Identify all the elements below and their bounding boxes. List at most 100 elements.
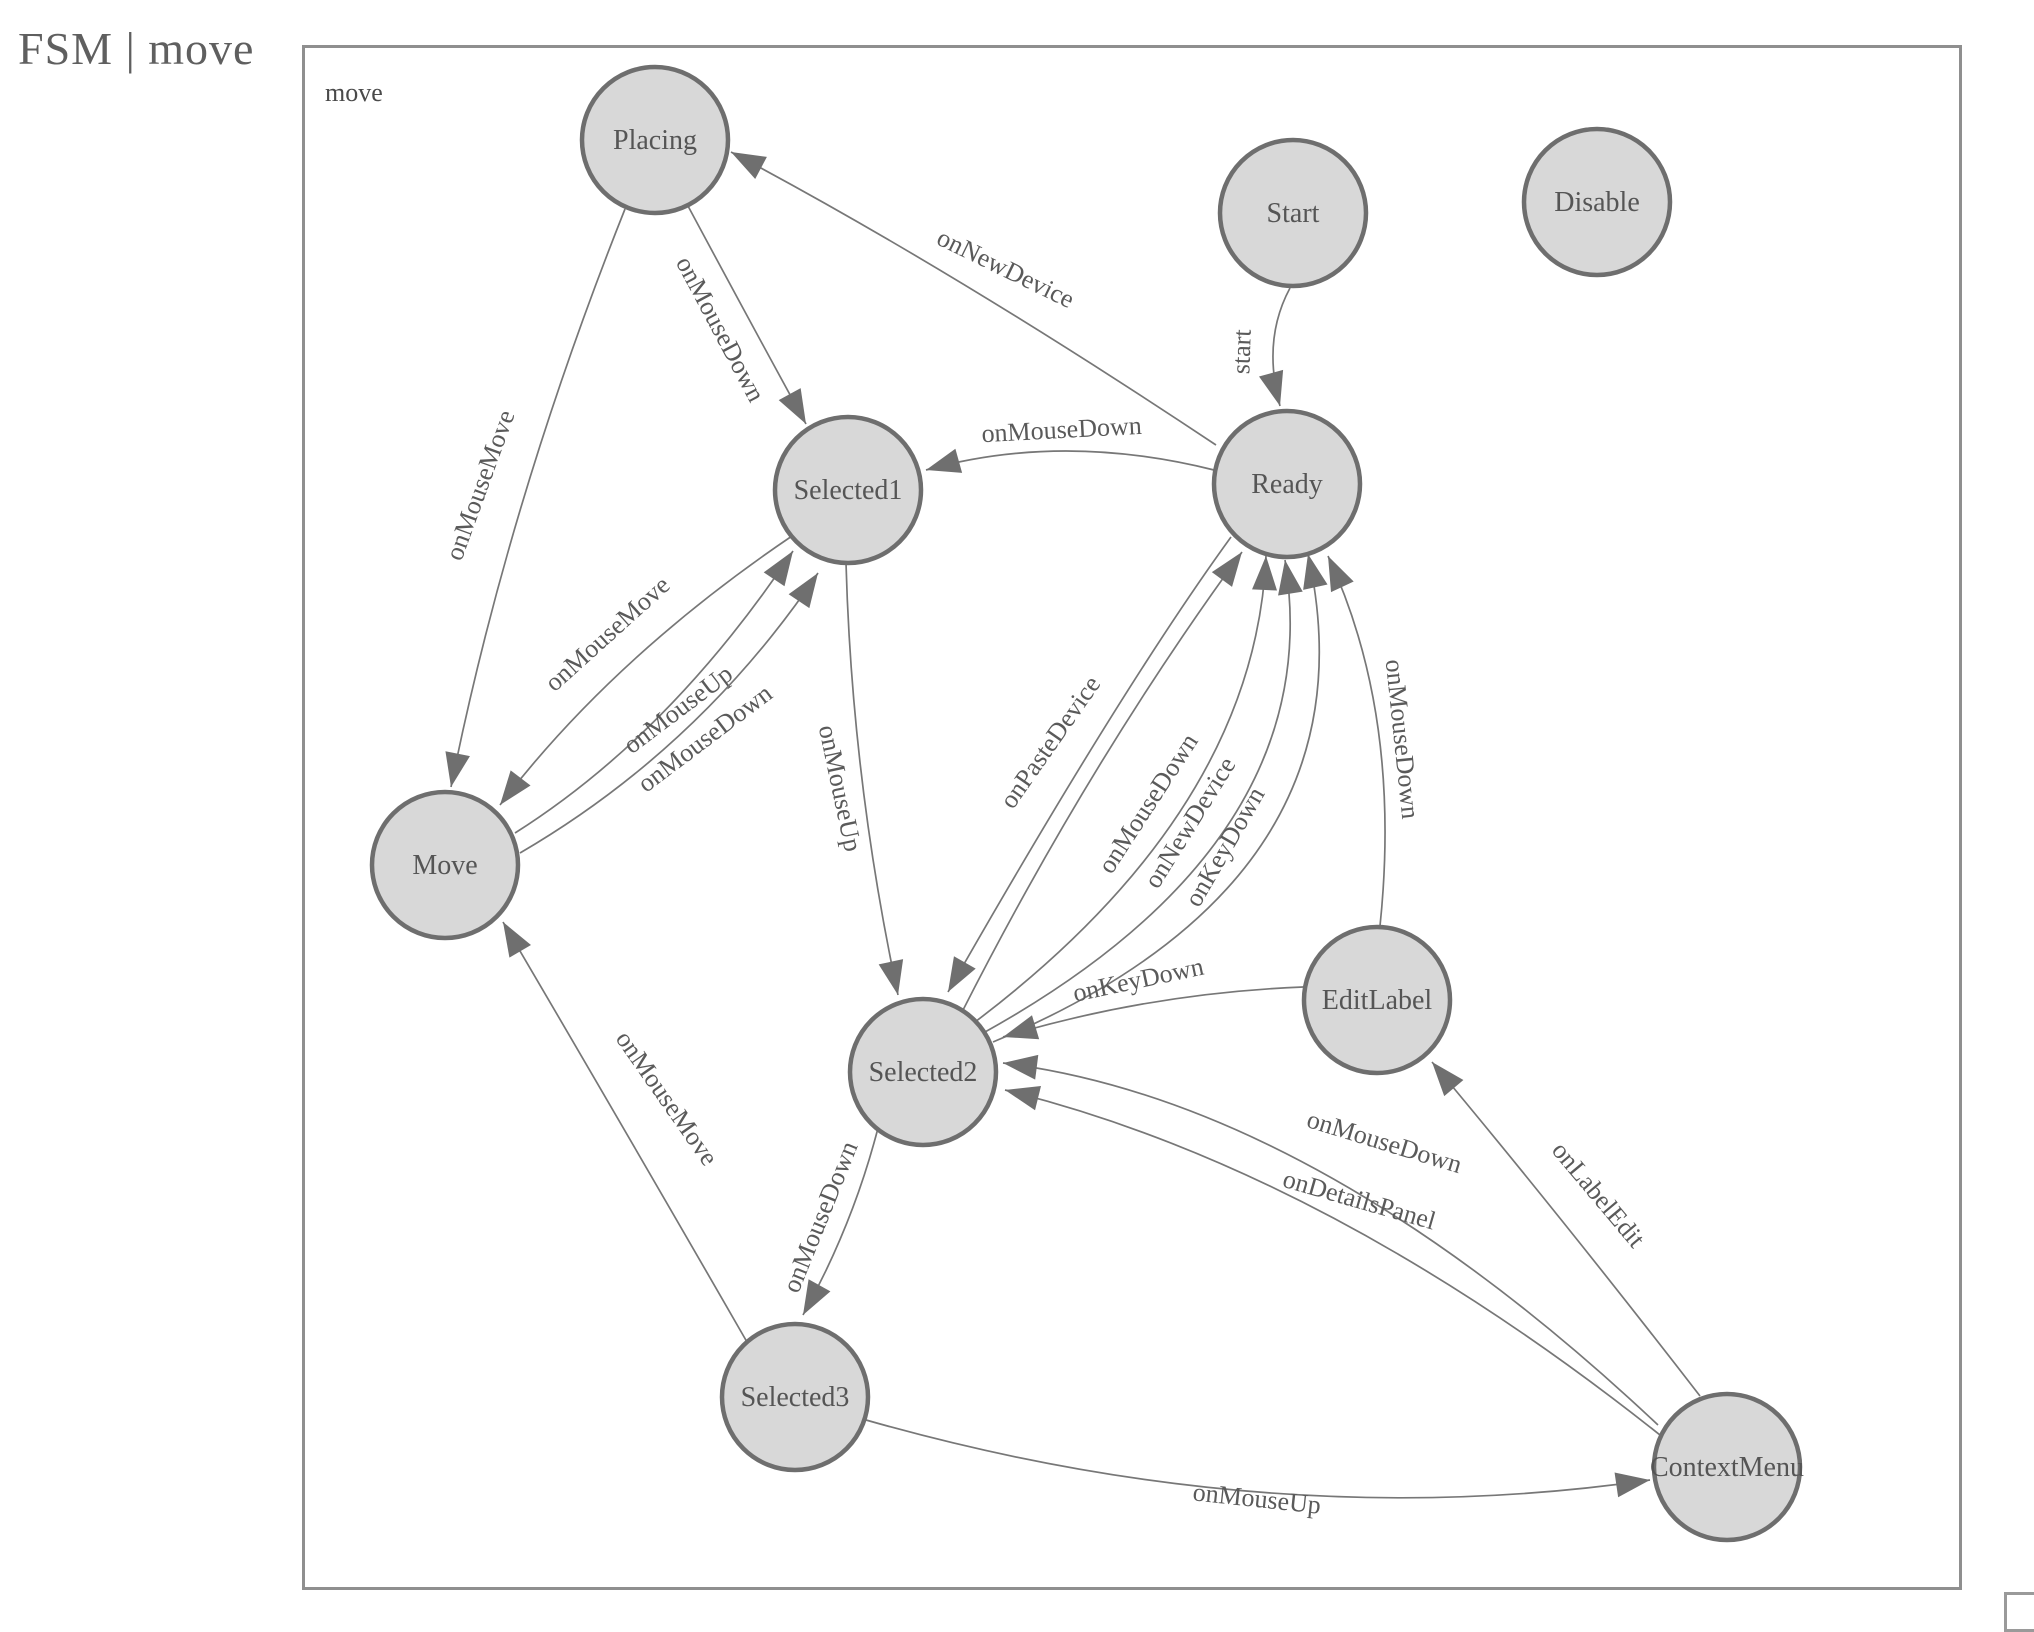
state-circle[interactable] (369, 789, 521, 941)
transition-Placing-Selected1-onMouseDown: onMouseDown (670, 205, 807, 425)
transition-label: onMouseUp (1191, 1477, 1322, 1519)
arrowhead-icon (778, 388, 806, 424)
transition-line (499, 535, 793, 806)
arrowhead-icon (1005, 1085, 1042, 1111)
transition-line (974, 555, 1267, 1023)
transition-Selected3-ContextMenu-onMouseUp: onMouseUp (865, 1419, 1651, 1520)
transition-line (961, 551, 1243, 1013)
transition-line (984, 559, 1292, 1033)
transition-label: onMouseDown (981, 411, 1143, 448)
state-label: ContextMenu (1650, 1452, 1804, 1483)
state-node-ready[interactable]: Ready (1211, 408, 1363, 560)
transition-line (845, 562, 899, 996)
transition-Ready-Placing-onNewDevice: onNewDevice (730, 151, 1217, 446)
diagram-canvas (302, 45, 1962, 1590)
transition-line (925, 450, 1215, 471)
transition-ContextMenu-Selected2-onMouseDown: onMouseDown (1002, 1054, 1659, 1426)
transition-label: onLabelEdit (1546, 1136, 1651, 1254)
arrowhead-icon (878, 959, 904, 995)
transition-line (1327, 555, 1386, 927)
state-label: Ready (1251, 469, 1323, 500)
arrowhead-icon (1003, 1015, 1040, 1040)
transition-label: onDetailsPanel (1280, 1164, 1439, 1235)
transition-label: onMouseDown (777, 1137, 864, 1297)
transition-label: onMouseMove (539, 570, 675, 697)
state-circle[interactable] (1301, 924, 1453, 1076)
transition-Placing-Move-onMouseMove: onMouseMove (439, 208, 626, 788)
state-circle[interactable] (847, 996, 999, 1148)
state-label: Selected2 (869, 1057, 978, 1088)
transition-label: onMouseDown (1304, 1105, 1466, 1180)
transition-line (1431, 1061, 1701, 1397)
state-label: Move (412, 850, 477, 881)
transition-label: onMouseUp (813, 722, 868, 854)
state-label: Disable (1554, 187, 1640, 218)
state-node-selected1[interactable]: Selected1 (772, 414, 924, 566)
state-node-editlabel[interactable]: EditLabel (1301, 924, 1453, 1076)
state-node-disable[interactable]: Disable (1521, 126, 1673, 278)
transition-label: onMouseMove (439, 406, 520, 564)
transition-label: onMouseMove (610, 1025, 724, 1171)
transition-label: onNewDevice (933, 223, 1079, 314)
state-label: EditLabel (1322, 985, 1433, 1016)
transition-line (1004, 1089, 1671, 1444)
state-label: Placing (613, 125, 697, 156)
transition-Ready-Selected2 (947, 536, 1232, 993)
transition-line (865, 1419, 1651, 1499)
transition-label: onPasteDevice (994, 671, 1106, 814)
arrowhead-icon (500, 770, 531, 805)
page-title: FSM | move (18, 23, 255, 74)
state-node-selected2[interactable]: Selected2 (847, 996, 999, 1148)
arrowhead-icon (1211, 552, 1242, 587)
arrowhead-icon (731, 152, 767, 179)
state-circle[interactable] (772, 414, 924, 566)
transition-Start-Ready-start: start (1226, 287, 1291, 407)
state-node-move[interactable]: Move (369, 789, 521, 941)
state-circle[interactable] (1217, 137, 1369, 289)
transition-line (502, 921, 748, 1343)
arrowhead-icon (803, 1279, 831, 1315)
transition-Selected2-Selected3-onMouseDown: onMouseDown (777, 1127, 879, 1316)
state-circle[interactable] (579, 64, 731, 216)
transition-EditLabel-Ready-onMouseDown: onMouseDown (1327, 555, 1426, 927)
transition-label: start (1226, 328, 1257, 375)
transition-line (730, 151, 1217, 446)
state-label: Selected3 (741, 1382, 850, 1413)
state-node-contextmenu[interactable]: ContextMenu (1650, 1391, 1804, 1543)
state-circle[interactable] (1651, 1391, 1803, 1543)
transition-label: onKeyDown (1070, 952, 1206, 1008)
state-node-selected3[interactable]: Selected3 (719, 1321, 871, 1473)
transition-line (519, 572, 819, 854)
transition-EditLabel-Selected2-onKeyDown: onKeyDown (1002, 952, 1304, 1040)
arrowhead-icon (1252, 556, 1278, 591)
arrowhead-icon (1258, 369, 1284, 406)
arrowhead-icon (1432, 1062, 1464, 1097)
arrowhead-icon (1614, 1472, 1650, 1498)
transition-label: onMouseDown (1380, 658, 1426, 820)
canvas-title: move (325, 78, 383, 107)
resize-handle[interactable] (2004, 1592, 2034, 1632)
transition-label: onMouseDown (670, 251, 771, 406)
state-circle[interactable] (1521, 126, 1673, 278)
arrowhead-icon (948, 956, 976, 992)
state-node-placing[interactable]: Placing (579, 64, 731, 216)
transition-line (1002, 986, 1304, 1038)
state-circle[interactable] (719, 1321, 871, 1473)
arrowhead-icon (763, 551, 793, 587)
arrowhead-icon (1303, 554, 1328, 590)
transition-Selected3-Move-onMouseMove: onMouseMove (502, 921, 748, 1343)
transition-line (1002, 1062, 1659, 1426)
state-node-start[interactable]: Start (1217, 137, 1369, 289)
transition-line (947, 536, 1232, 993)
state-label: Selected1 (794, 475, 903, 506)
arrowhead-icon (926, 448, 963, 473)
arrowhead-icon (503, 922, 531, 958)
transition-Selected1-Selected2-onMouseUp: onMouseUp (813, 562, 904, 996)
transition-ContextMenu-EditLabel-onLabelEdit: onLabelEdit (1431, 1061, 1701, 1397)
transition-line (514, 550, 794, 834)
transition-Ready-Selected1-onMouseDown: onMouseDown (925, 411, 1215, 473)
state-circle[interactable] (1211, 408, 1363, 560)
transition-line (450, 208, 626, 788)
state-label: Start (1267, 198, 1320, 229)
